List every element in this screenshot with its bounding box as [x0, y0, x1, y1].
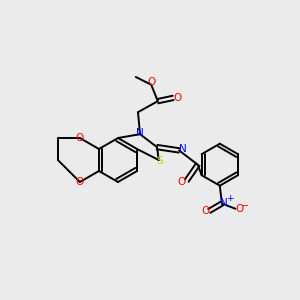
- Text: O: O: [173, 93, 181, 103]
- Text: O: O: [178, 176, 186, 187]
- Text: O: O: [236, 204, 244, 214]
- Text: −: −: [241, 201, 249, 211]
- Text: N: N: [136, 128, 144, 138]
- Text: O: O: [76, 133, 84, 143]
- Text: O: O: [76, 177, 84, 187]
- Text: O: O: [147, 77, 155, 87]
- Text: +: +: [226, 194, 234, 203]
- Text: S: S: [156, 156, 163, 166]
- Text: N: N: [220, 197, 228, 208]
- Text: N: N: [179, 144, 187, 154]
- Text: O: O: [201, 206, 209, 216]
